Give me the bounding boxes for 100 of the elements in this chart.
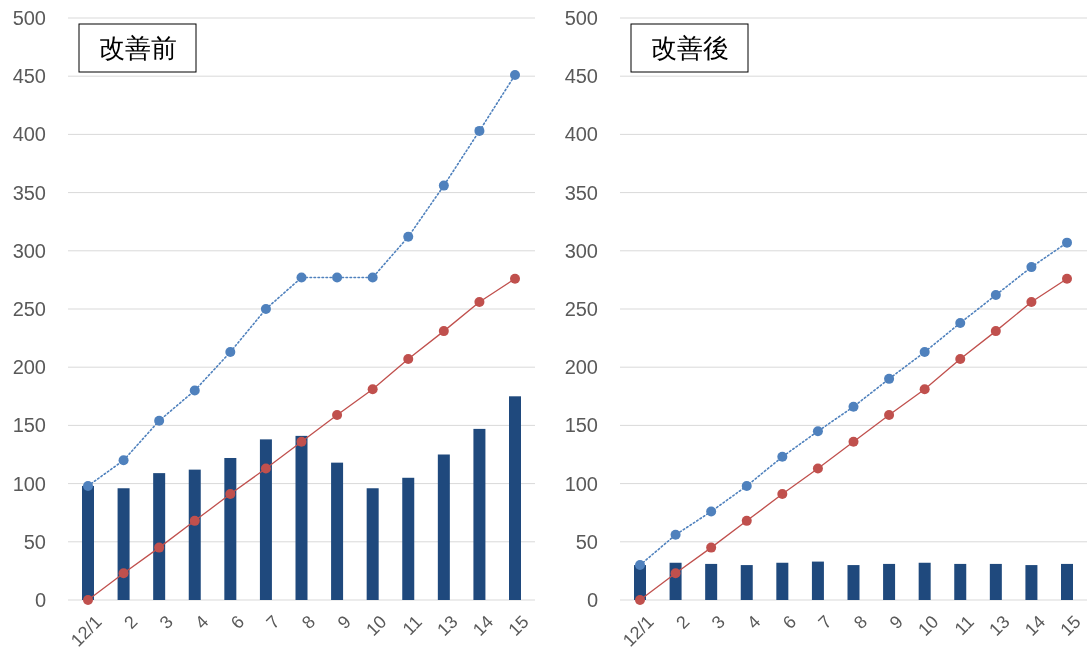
point	[670, 568, 681, 579]
point	[777, 489, 788, 500]
x-tick-label: 10	[914, 611, 943, 640]
point	[296, 436, 307, 447]
point	[706, 506, 717, 517]
point	[635, 595, 645, 605]
y-tick-label: 50	[575, 530, 598, 553]
point	[919, 384, 930, 395]
x-tick-label: 10	[362, 611, 391, 640]
y-tick-label: 200	[564, 356, 598, 379]
point	[741, 480, 752, 491]
point	[884, 373, 895, 384]
bar	[259, 439, 272, 600]
point	[332, 409, 343, 420]
x-tick-label: 13	[985, 611, 1014, 640]
y-tick-label: 50	[23, 530, 46, 553]
y-tick-label: 450	[564, 65, 598, 88]
y-tick-label: 250	[564, 298, 598, 320]
point	[118, 455, 129, 466]
x-tick-label: 7	[814, 611, 836, 633]
point	[884, 409, 895, 420]
x-tick-label: 6	[778, 611, 801, 633]
point	[154, 542, 165, 553]
bar	[509, 396, 521, 600]
text: 改善前	[98, 33, 177, 64]
bar	[366, 488, 379, 600]
y-tick-label: 0	[34, 589, 46, 611]
text: 改善後	[650, 33, 729, 64]
bar	[295, 435, 308, 600]
point	[955, 354, 966, 365]
y-tick-label: 250	[12, 298, 46, 320]
point	[848, 436, 859, 447]
point	[189, 515, 200, 526]
x-tick-label: 4	[191, 611, 213, 633]
point	[225, 489, 236, 500]
point	[403, 231, 414, 242]
point	[474, 297, 485, 308]
bar	[117, 488, 130, 600]
y-tick-label: 500	[12, 7, 46, 29]
point	[1026, 262, 1037, 273]
point	[510, 273, 520, 284]
point	[403, 354, 414, 365]
point	[1026, 297, 1037, 308]
x-tick-label: 2	[120, 611, 142, 633]
point	[225, 347, 236, 358]
point	[438, 180, 449, 191]
y-tick-label: 200	[12, 356, 46, 379]
x-tick-label: 15	[1056, 611, 1085, 640]
bar	[82, 485, 94, 600]
point	[83, 595, 93, 605]
y-tick-label: 450	[12, 65, 46, 88]
point	[260, 463, 271, 474]
bar	[437, 454, 450, 600]
x-tick-label: 13	[433, 611, 462, 640]
point	[990, 326, 1001, 337]
x-tick-label: 12/1	[618, 611, 658, 651]
point	[848, 401, 859, 412]
x-tick-label: 9	[885, 611, 907, 633]
point	[812, 426, 823, 437]
y-tick-label: 350	[564, 181, 598, 204]
x-tick-label: 2	[672, 611, 694, 633]
x-tick-label: 14	[468, 611, 498, 640]
x-tick-label: 11	[398, 611, 426, 639]
y-tick-label: 150	[564, 414, 598, 437]
y-tick-label: 0	[586, 589, 598, 611]
point	[635, 560, 645, 571]
y-tick-label: 500	[564, 7, 598, 29]
bar	[224, 457, 237, 600]
y-tick-label: 400	[12, 123, 46, 146]
point	[1062, 237, 1072, 248]
x-tick-label: 14	[1020, 611, 1050, 640]
x-tick-label: 15	[504, 611, 533, 640]
bar	[473, 428, 486, 600]
y-tick-label: 300	[564, 239, 598, 262]
x-tick-label: 8	[298, 611, 320, 633]
bar	[402, 477, 415, 600]
bar	[188, 469, 201, 600]
point	[189, 385, 200, 396]
y-tick-label: 350	[12, 181, 46, 204]
point	[706, 542, 717, 553]
point	[367, 384, 378, 395]
point	[670, 529, 681, 540]
point	[919, 347, 930, 358]
x-tick-label: 12/1	[66, 611, 106, 651]
point	[367, 272, 378, 283]
point	[955, 317, 966, 328]
point	[154, 415, 165, 426]
y-tick-label: 300	[12, 239, 46, 262]
x-tick-label: 3	[155, 611, 177, 633]
y-tick-label: 100	[564, 472, 598, 495]
point	[474, 125, 485, 136]
point	[438, 326, 449, 337]
point	[777, 451, 788, 462]
point	[510, 70, 520, 81]
bar	[153, 473, 166, 600]
point	[990, 290, 1001, 301]
point	[812, 463, 823, 474]
x-tick-label: 9	[333, 611, 355, 633]
point	[741, 515, 752, 526]
point	[1062, 273, 1072, 284]
